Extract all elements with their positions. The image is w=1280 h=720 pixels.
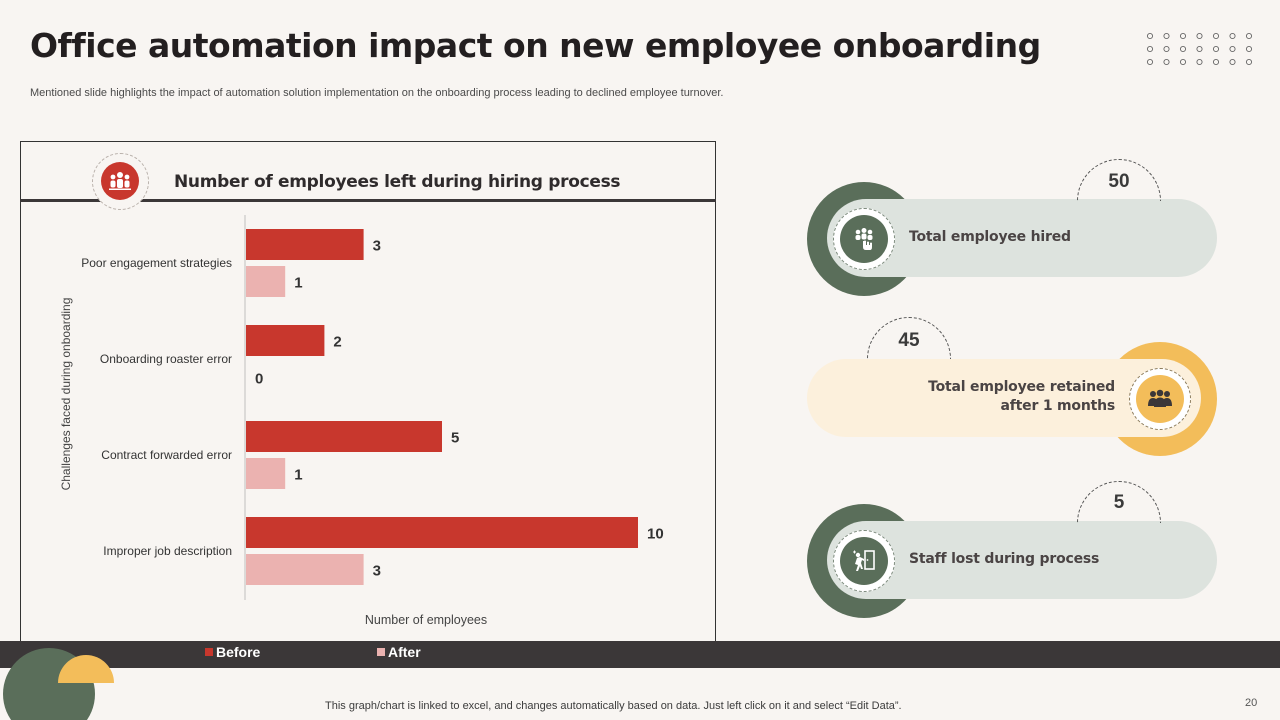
bar-before[interactable] [246, 229, 364, 260]
decor-dot [1212, 45, 1220, 53]
decorative-dots [1146, 32, 1253, 66]
chart-icon-badge [92, 153, 149, 210]
decor-dot [1146, 45, 1154, 53]
exit-door-icon [840, 537, 888, 585]
slide-subtitle: Mentioned slide highlights the impact of… [30, 87, 724, 99]
decor-dot [1229, 45, 1236, 53]
category-tick-label: Improper job description [103, 544, 232, 558]
bar-after[interactable] [246, 554, 364, 585]
chart-title: Number of employees left during hiring p… [174, 172, 621, 192]
hand-group-icon [840, 215, 888, 263]
decor-dot [1212, 32, 1220, 40]
team-group-icon [1136, 375, 1184, 423]
bar-before[interactable] [246, 325, 325, 356]
decor-dot [1245, 45, 1253, 53]
bar-value-label: 3 [373, 238, 381, 255]
decor-dot [1146, 32, 1154, 40]
legend-after-label: After [388, 644, 421, 660]
decor-dot [1196, 32, 1203, 40]
decor-dot [1245, 32, 1253, 40]
decor-dot [1179, 32, 1187, 40]
bar-before[interactable] [246, 517, 638, 548]
footnote: This graph/chart is linked to excel, and… [325, 700, 902, 712]
stat-label: Total employee retained [928, 379, 1115, 395]
stat-value: 45 [898, 330, 920, 351]
decor-dot [1245, 58, 1253, 66]
decor-dot [1179, 58, 1187, 66]
decor-dot [1212, 58, 1220, 66]
decor-dot [1163, 32, 1170, 40]
legend-before[interactable]: Before [205, 644, 260, 660]
bar-value-label: 5 [451, 430, 459, 447]
stat-label-line2: after 1 months [1000, 398, 1116, 414]
bar-value-label: 1 [294, 467, 302, 484]
stat-value: 5 [1113, 492, 1125, 513]
legend-before-swatch [205, 648, 213, 656]
bar-value-label: 1 [294, 275, 302, 292]
bar-after[interactable] [246, 458, 286, 489]
decor-dot [1179, 45, 1187, 53]
x-axis-label: Number of employees [365, 613, 487, 627]
decor-dot [1163, 45, 1170, 53]
y-axis-label: Challenges faced during onboarding [59, 298, 73, 491]
bar-value-label: 2 [333, 334, 341, 351]
legend-bar: Before After [0, 641, 1280, 668]
category-tick-label: Onboarding roaster error [100, 352, 232, 366]
chart-card [20, 141, 716, 641]
legend-before-label: Before [216, 644, 261, 660]
decor-dot [1163, 58, 1170, 66]
team-icon [101, 162, 139, 200]
decor-dot [1229, 58, 1236, 66]
bar-chart[interactable]: 3 1 Poor engagement strategies 2 0 Onboarding… [20, 205, 710, 635]
stat-label: Total employee hired [909, 229, 1071, 245]
category-tick-label: Contract forwarded error [101, 448, 232, 462]
chart-header-divider [20, 199, 716, 202]
bar-after[interactable] [246, 266, 286, 297]
bar-before[interactable] [246, 421, 442, 452]
bar-value-label: 3 [373, 563, 381, 580]
category-tick-label: Poor engagement strategies [81, 256, 232, 270]
bar-value-label: 0 [255, 371, 263, 388]
legend-after[interactable]: After [377, 644, 421, 660]
stat-value: 50 [1108, 171, 1130, 192]
legend-after-swatch [377, 648, 385, 656]
bar-value-label: 10 [647, 526, 664, 543]
page-number: 20 [1245, 697, 1258, 709]
decor-dot [1229, 32, 1236, 40]
decor-dot [1146, 58, 1154, 66]
decor-dot [1196, 45, 1203, 53]
slide-title: Office automation impact on new employee… [30, 26, 1041, 65]
decor-dot [1196, 58, 1203, 66]
stat-label: Staff lost during process [909, 551, 1100, 567]
